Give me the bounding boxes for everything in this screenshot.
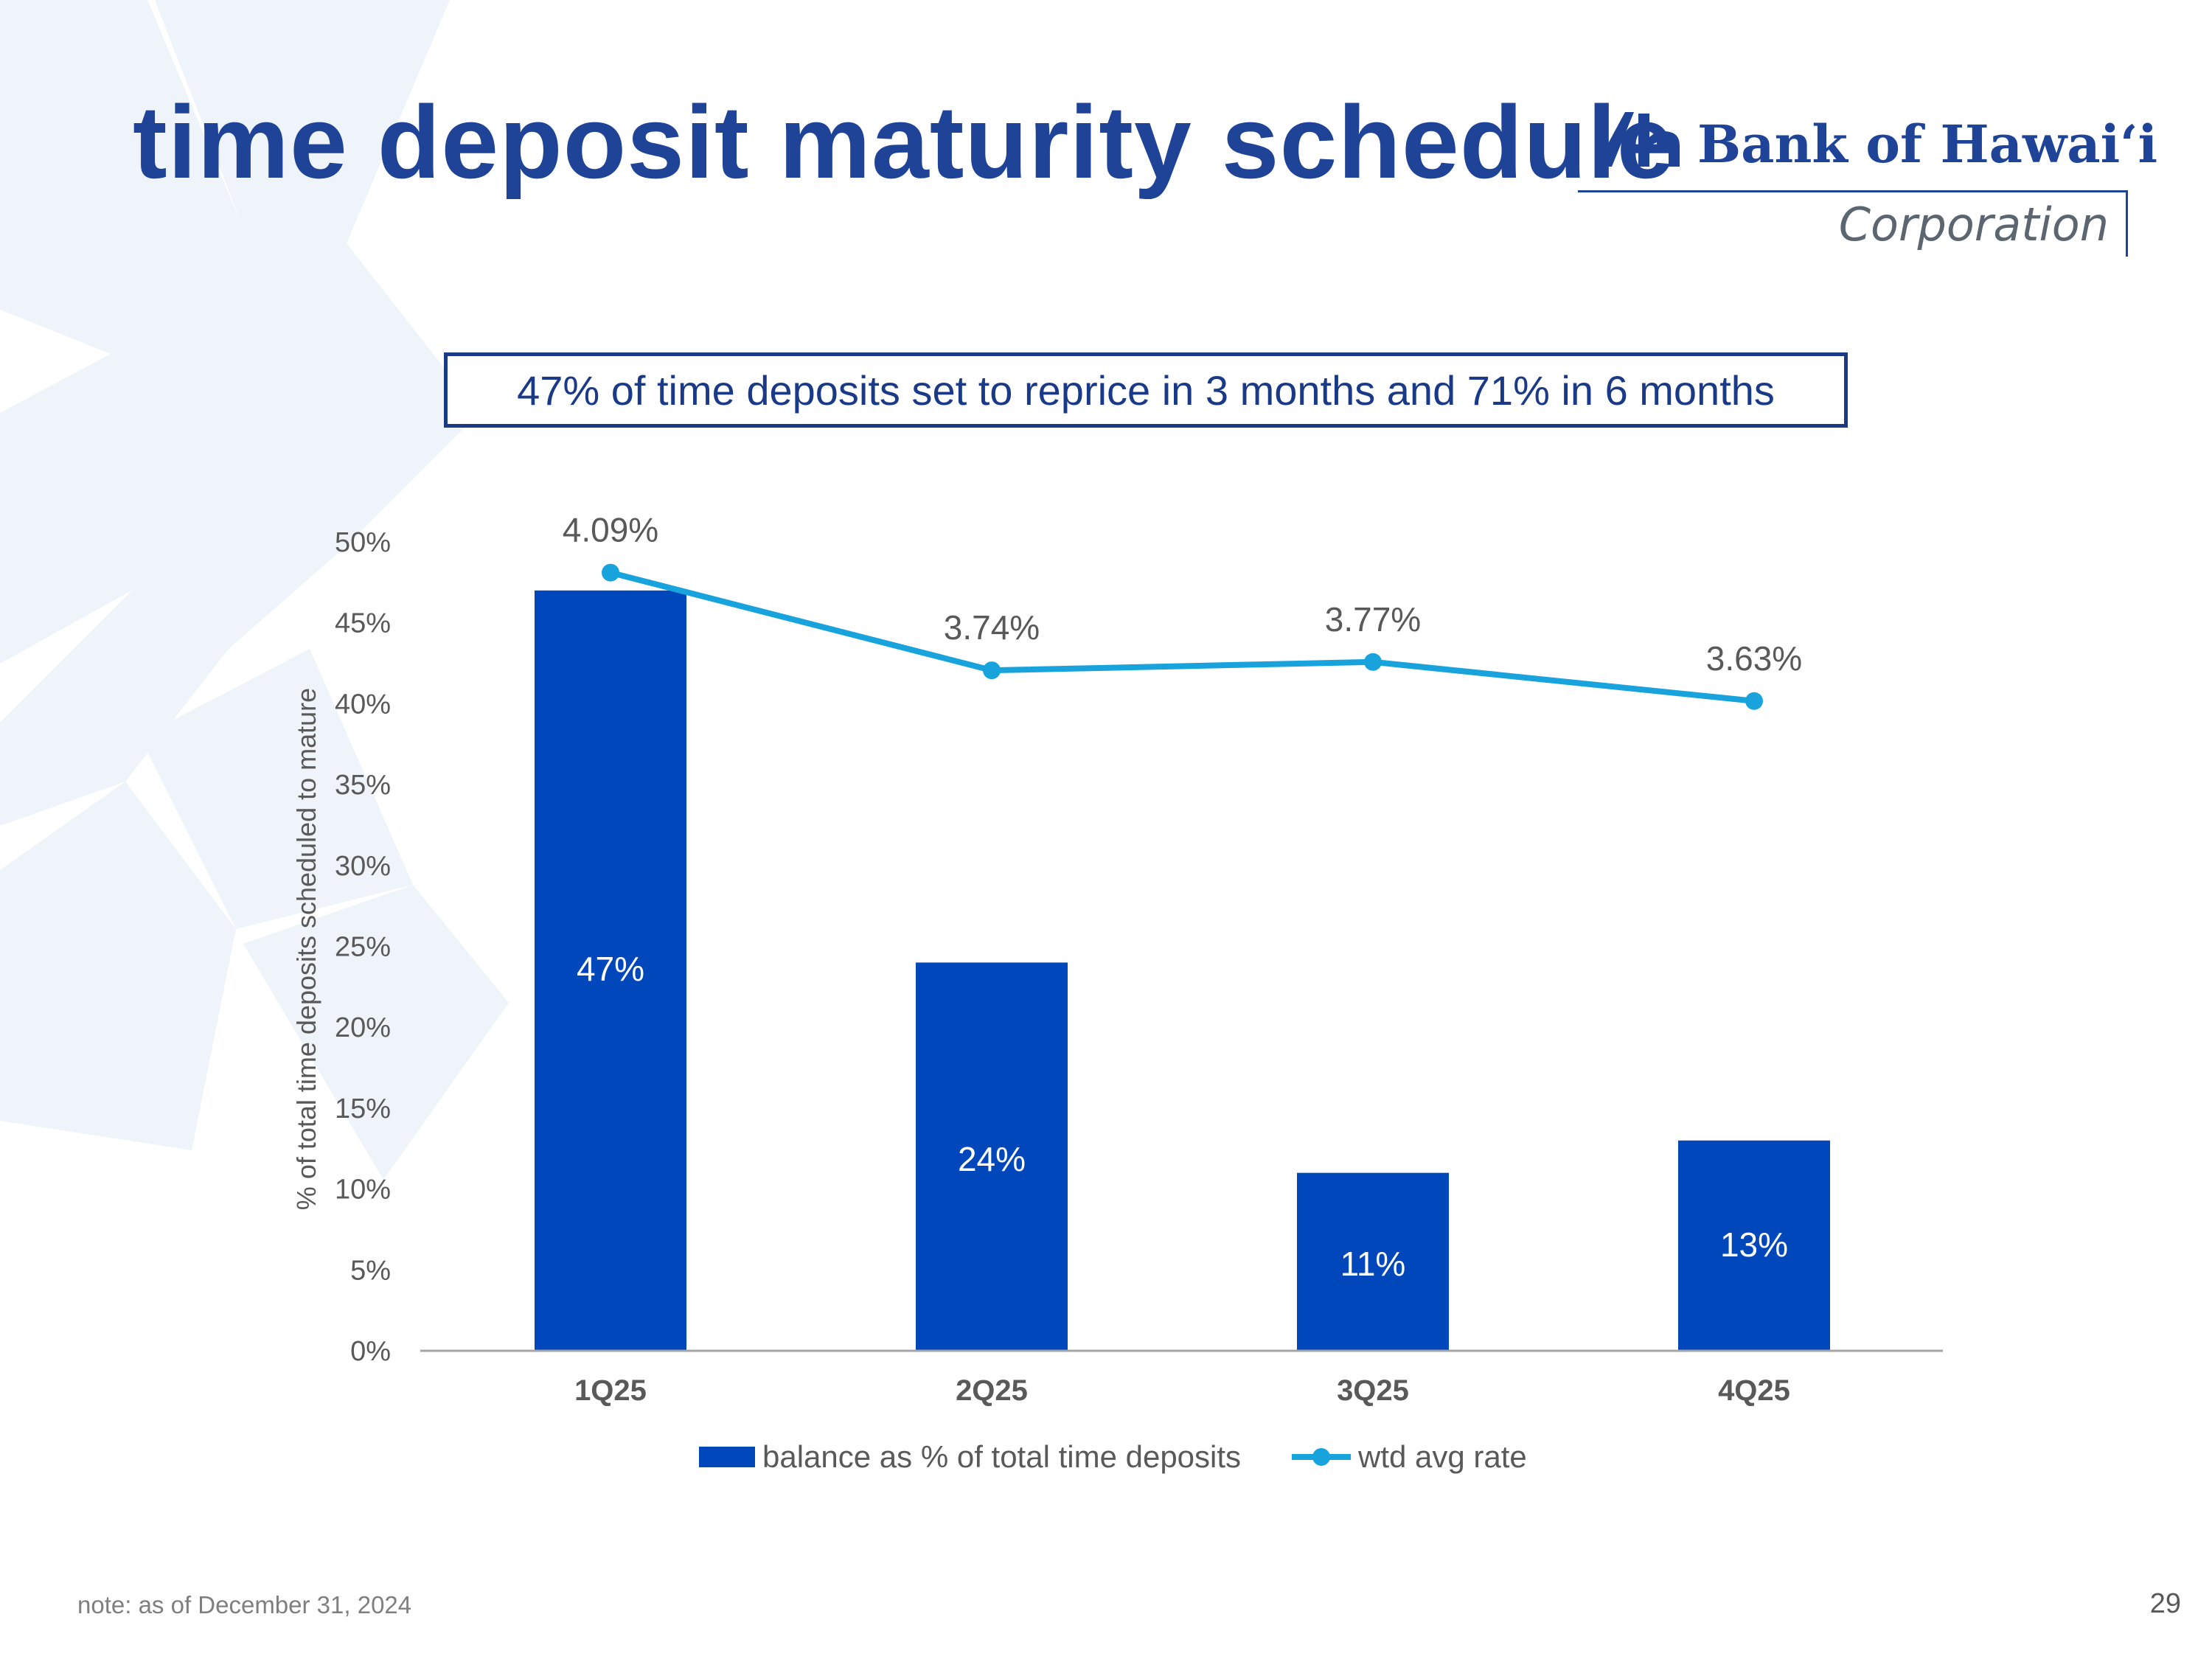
bar [916,962,1068,1351]
legend-label: wtd avg rate [1357,1439,1527,1474]
y-tick-label: 20% [335,1012,391,1043]
x-tick-label: 4Q25 [1718,1374,1790,1407]
y-tick-label: 40% [335,689,391,720]
y-axis-title: % of total time deposits scheduled to ma… [291,688,321,1210]
chart-legend: balance as % of total time deposits wtd a… [699,1439,1527,1474]
bar [1297,1172,1449,1351]
line-path [610,569,1755,704]
logo-divider-vertical [2126,190,2128,257]
footnote: note: as of December 31, 2024 [77,1591,412,1618]
bar-data-label: 24% [958,1140,1026,1178]
line-point [1745,692,1763,710]
y-tick-label: 5% [350,1255,391,1286]
bar [535,590,686,1351]
line-data-label: 3.77% [1325,600,1421,639]
callout-text: 47% of time deposits set to reprice in 3… [517,366,1775,414]
logo-name: Bank of Hawaiʻi [1697,114,2158,175]
x-tick-label: 3Q25 [1337,1374,1409,1407]
y-tick-label: 50% [335,527,391,558]
line-point [602,563,619,582]
y-tick-label: 0% [350,1336,391,1367]
y-tick-label: 15% [335,1093,391,1124]
company-logo: Bank of Hawaiʻi Corporation [1578,103,2157,265]
line-data-label: 3.74% [944,608,1040,647]
line-series: 4.09% 3.74% 3.77% 3.63% [563,511,1802,710]
y-tick-label: 25% [335,932,391,963]
y-tick-label: 10% [335,1175,391,1206]
bank-of-hawaii-mark-icon [1596,112,1680,167]
bar [1678,1140,1830,1351]
line-data-label: 3.63% [1706,639,1802,678]
logo-divider [1578,190,2128,192]
page-number: 29 [2149,1588,2181,1619]
legend-swatch-bar [699,1447,755,1467]
line-point [983,661,1001,680]
y-tick-label: 35% [335,770,391,801]
line-data-label: 4.09% [563,511,658,549]
x-axis-ticks: 1Q25 2Q25 3Q25 4Q25 [574,1374,1790,1407]
bar-data-label: 13% [1720,1225,1788,1264]
bar-series: 47% 24% 11% 13% [535,590,1830,1351]
logo-subtitle: Corporation [1838,198,2109,251]
line-point [1364,653,1382,671]
x-tick-label: 2Q25 [956,1374,1028,1407]
x-tick-label: 1Q25 [574,1374,647,1407]
y-tick-label: 45% [335,608,391,639]
y-axis-title-text: % of total time deposits scheduled to ma… [291,688,321,1210]
bar-data-label: 11% [1340,1245,1406,1283]
page-title: time deposit maturity schedule [133,84,1675,200]
callout-box: 47% of time deposits set to reprice in 3… [444,352,1848,428]
y-tick-label: 30% [335,851,391,882]
y-axis-ticks: 0% 5% 10% 15% 20% 25% 30% 35% 40% 45% 50% [335,527,391,1367]
legend-label: balance as % of total time deposits [762,1439,1241,1474]
legend-swatch-marker [1312,1448,1330,1466]
bar-data-label: 47% [577,950,644,988]
